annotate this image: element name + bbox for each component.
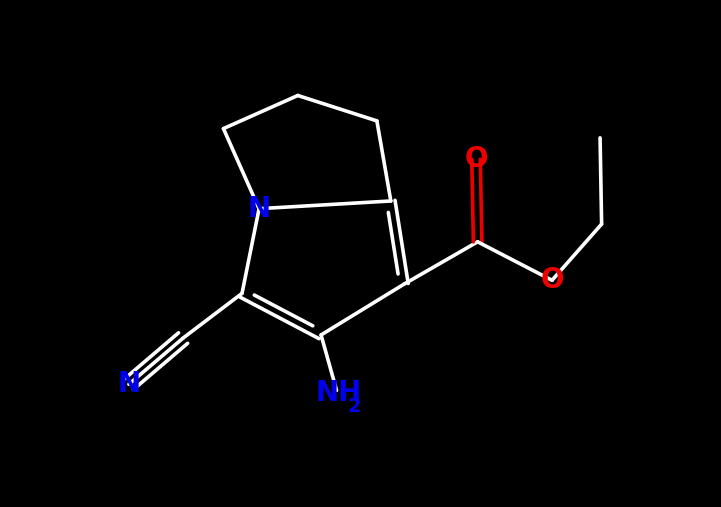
Text: O: O <box>464 146 488 173</box>
Text: N: N <box>118 370 141 398</box>
Text: O: O <box>540 266 564 294</box>
Text: N: N <box>247 195 270 223</box>
Text: NH: NH <box>315 379 361 408</box>
Text: 2: 2 <box>348 396 361 416</box>
